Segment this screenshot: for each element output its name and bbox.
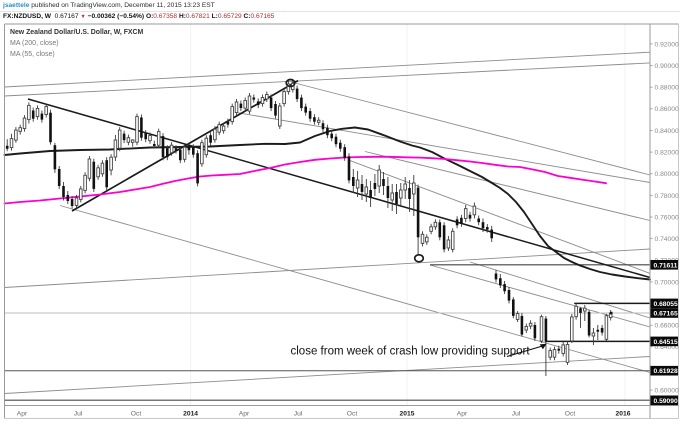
svg-text:0.67165: 0.67165 — [654, 311, 678, 318]
svg-text:0.70000: 0.70000 — [655, 279, 679, 286]
svg-text:0.86000: 0.86000 — [655, 106, 679, 113]
svg-text:0.84000: 0.84000 — [655, 128, 679, 135]
svg-text:0.74000: 0.74000 — [655, 236, 679, 243]
svg-text:Oct: Oct — [347, 410, 358, 417]
svg-text:Jul: Jul — [512, 410, 521, 417]
svg-text:0.64000: 0.64000 — [655, 344, 679, 351]
svg-text:0.82000: 0.82000 — [655, 150, 679, 157]
svg-text:0.68055: 0.68055 — [654, 301, 678, 308]
svg-text:0.78000: 0.78000 — [655, 193, 679, 200]
svg-text:Oct: Oct — [565, 410, 576, 417]
svg-text:Oct: Oct — [131, 410, 142, 417]
svg-text:0.76000: 0.76000 — [655, 214, 679, 221]
svg-text:0.66000: 0.66000 — [655, 323, 679, 330]
svg-text:0.64515: 0.64515 — [654, 339, 678, 346]
svg-text:0.90000: 0.90000 — [655, 63, 679, 70]
svg-text:Apr: Apr — [239, 410, 250, 417]
svg-text:2016: 2016 — [616, 410, 631, 417]
svg-text:Jul: Jul — [74, 410, 83, 417]
svg-text:2015: 2015 — [400, 410, 415, 417]
svg-text:0.60000: 0.60000 — [655, 388, 679, 395]
svg-text:0.88000: 0.88000 — [655, 85, 679, 92]
svg-text:0.92000: 0.92000 — [655, 41, 679, 48]
svg-text:Jul: Jul — [294, 410, 303, 417]
svg-text:0.71611: 0.71611 — [654, 262, 678, 269]
svg-text:0.80000: 0.80000 — [655, 171, 679, 178]
svg-text:2014: 2014 — [183, 410, 198, 417]
svg-text:close from week of crash low p: close from week of crash low providing s… — [291, 346, 531, 358]
svg-text:0.59090: 0.59090 — [654, 398, 678, 405]
svg-text:Apr: Apr — [17, 410, 28, 417]
svg-text:0.61928: 0.61928 — [654, 368, 678, 375]
svg-text:Apr: Apr — [457, 410, 468, 417]
